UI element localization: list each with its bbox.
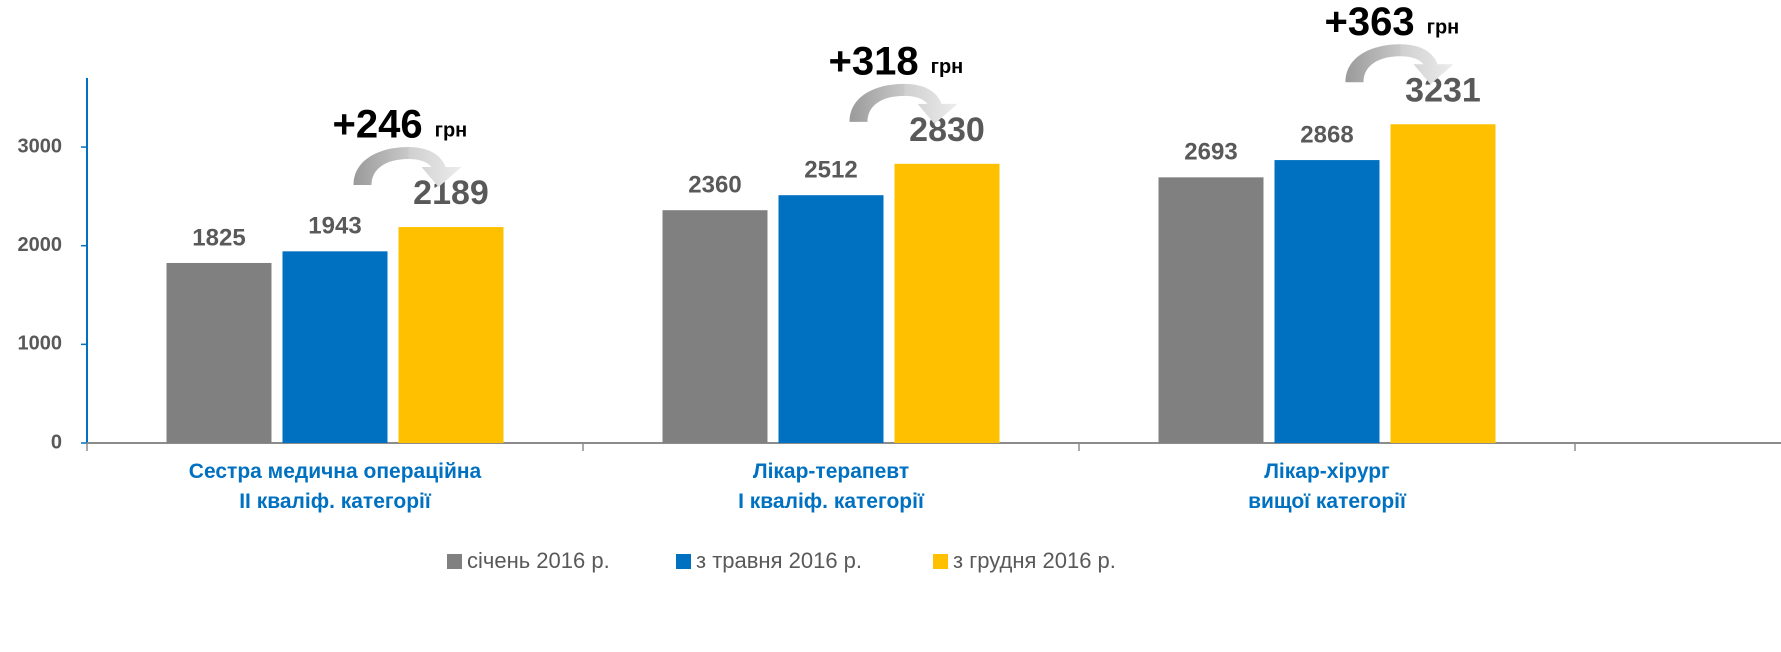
annotation: +318 xyxy=(829,39,919,83)
x-tick-label: Сестра медична операційна II кваліф. кат… xyxy=(188,460,482,513)
annotation-unit: грн xyxy=(435,119,468,141)
data-label: 2830 xyxy=(909,111,985,149)
y-tick-label: 3000 xyxy=(18,135,63,157)
legend-label: з травня 2016 р. xyxy=(696,548,862,573)
bar xyxy=(166,262,272,443)
annotation-arrow xyxy=(353,147,462,188)
annotation-arrow xyxy=(1345,44,1454,85)
data-label: 2189 xyxy=(413,174,489,212)
annotation-arrow xyxy=(849,83,958,124)
data-label: 1825 xyxy=(192,224,245,251)
legend-swatch xyxy=(933,554,948,569)
bar xyxy=(398,227,504,443)
bar xyxy=(1274,160,1380,443)
x-tick-label: Лікар-хірург вищої категорії xyxy=(1248,460,1406,513)
annotation-unit: грн xyxy=(1427,17,1460,39)
bar xyxy=(1390,124,1496,444)
data-label: 2693 xyxy=(1184,139,1237,166)
data-label: 2512 xyxy=(804,157,857,184)
bar xyxy=(894,163,1000,443)
legend-label: січень 2016 р. xyxy=(467,548,610,573)
annotation: +246 xyxy=(333,103,423,147)
annotation-unit: грн xyxy=(931,56,964,78)
bar xyxy=(282,251,388,443)
data-label: 1943 xyxy=(308,213,361,240)
y-tick-label: 1000 xyxy=(18,333,63,355)
y-tick-label: 2000 xyxy=(18,234,63,256)
data-label: 2868 xyxy=(1300,121,1353,148)
legend-swatch xyxy=(676,554,691,569)
bar xyxy=(1158,177,1264,444)
data-label: 2360 xyxy=(688,172,741,199)
data-label: 3231 xyxy=(1405,71,1481,109)
y-tick-label: 0 xyxy=(51,431,62,453)
legend-swatch xyxy=(447,554,462,569)
legend-label: з грудня 2016 р. xyxy=(953,548,1116,573)
bar xyxy=(662,210,768,443)
arrow-body xyxy=(849,83,905,122)
annotation: +363 xyxy=(1325,0,1415,44)
bar xyxy=(778,195,884,443)
arrow-head xyxy=(904,83,958,124)
arrow-head xyxy=(408,147,462,188)
arrow-head xyxy=(1400,44,1454,85)
arrow-body xyxy=(1345,44,1401,83)
arrow-body xyxy=(353,147,409,186)
x-tick-label: Лікар-терапевт I кваліф. категорії xyxy=(738,460,924,513)
